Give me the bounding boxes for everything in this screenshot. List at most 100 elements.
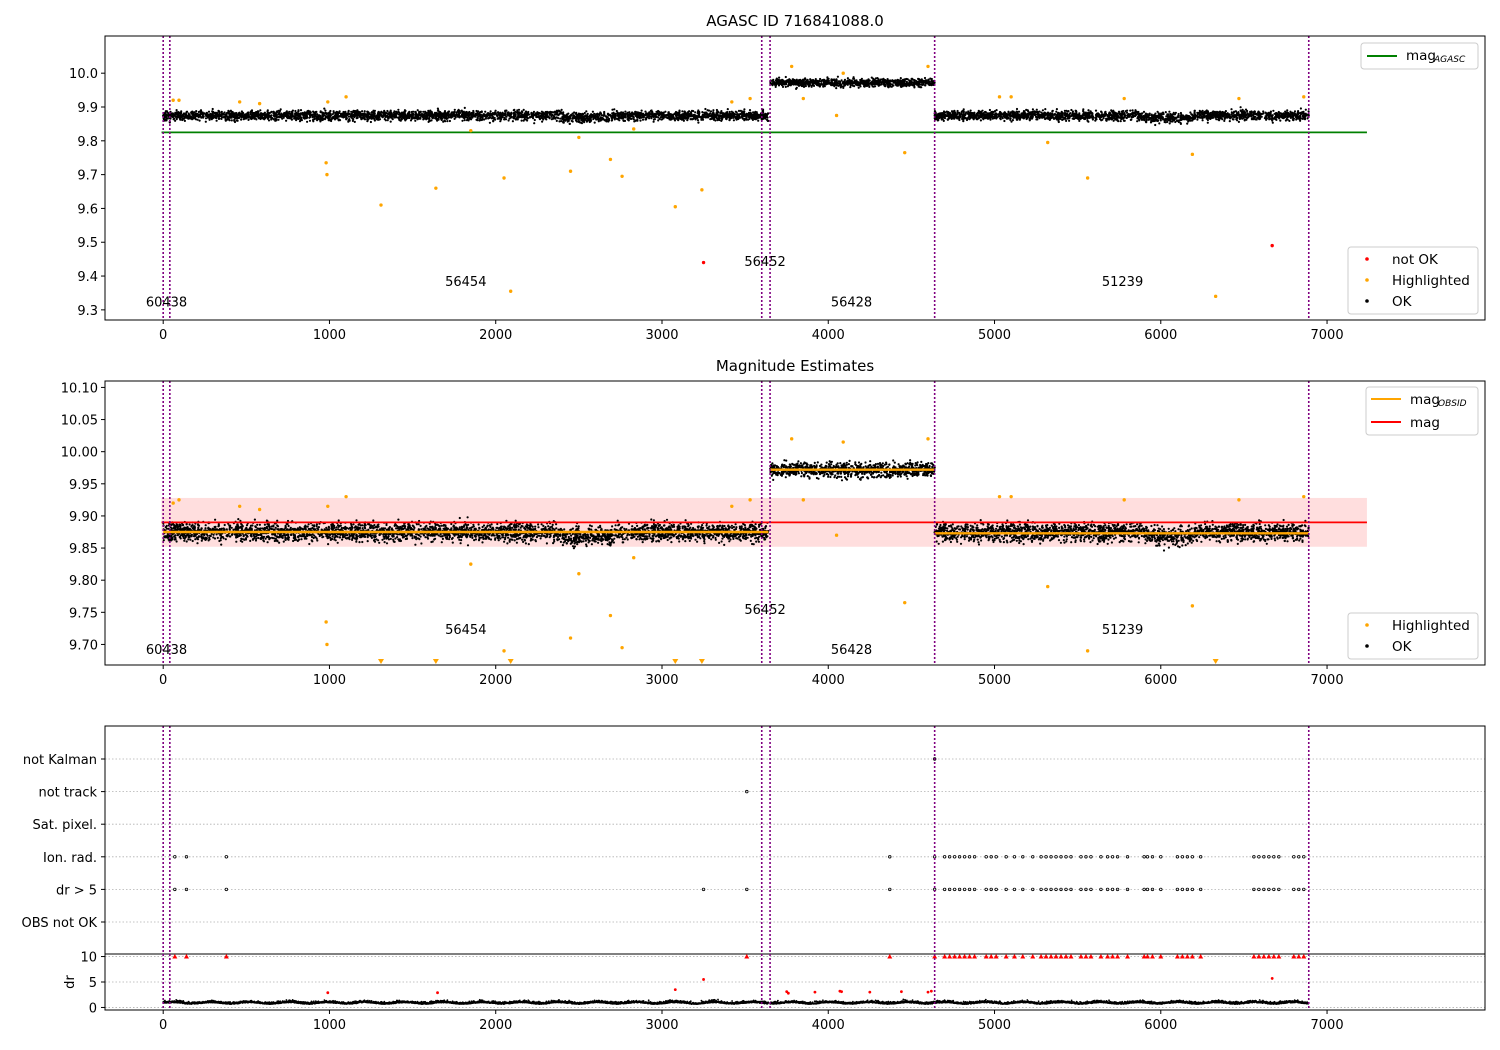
ok-point — [266, 115, 269, 118]
ok-point — [790, 80, 793, 83]
ok-point — [356, 116, 359, 119]
ok-point — [367, 111, 370, 114]
ok-point — [899, 77, 902, 80]
ok-point — [508, 117, 511, 120]
ok-point — [303, 116, 306, 119]
ok-point — [558, 109, 561, 112]
ok-point — [681, 110, 684, 113]
ok-point — [632, 118, 636, 121]
ok-point — [1239, 106, 1242, 109]
ok-point — [922, 79, 926, 83]
ok-point — [353, 120, 356, 123]
ok-point — [188, 115, 191, 119]
ok-point — [479, 116, 482, 119]
ok-point — [179, 116, 182, 120]
ok-point — [478, 112, 481, 116]
ok-point — [660, 113, 664, 116]
ok-point — [930, 82, 933, 85]
ok-point — [761, 117, 764, 120]
ok-point — [355, 111, 358, 114]
ok-point — [1131, 109, 1134, 112]
ok-point — [470, 114, 473, 117]
ok-point — [580, 122, 584, 125]
ok-point — [526, 112, 530, 115]
ok-point — [636, 113, 640, 116]
ok-point — [262, 113, 265, 116]
ok-point — [624, 116, 627, 119]
ok-point — [589, 118, 592, 121]
ok-point — [217, 117, 220, 120]
ok-point — [440, 118, 443, 122]
ok-point — [428, 116, 431, 119]
ok-point — [332, 110, 335, 113]
ok-point — [175, 118, 178, 121]
ok-point — [887, 79, 891, 83]
ok-point — [1130, 118, 1133, 121]
ok-point — [681, 114, 684, 117]
ok-point — [736, 117, 739, 120]
ok-point — [332, 115, 335, 118]
ok-point — [512, 109, 515, 112]
ok-point — [664, 110, 667, 113]
ok-point — [1142, 110, 1146, 113]
ok-point — [728, 110, 731, 114]
ok-point — [400, 118, 403, 121]
ok-point — [464, 116, 467, 119]
ok-point — [223, 115, 227, 118]
ok-point — [257, 114, 260, 117]
ok-point — [459, 111, 462, 114]
ok-point — [703, 111, 706, 114]
ok-point — [548, 111, 551, 114]
ok-point — [542, 118, 545, 121]
ok-point — [617, 118, 620, 121]
panel-1-title: AGASC ID 716841088.0 — [706, 12, 884, 30]
ok-point — [330, 119, 333, 123]
ok-point — [204, 117, 208, 120]
ok-point — [201, 113, 204, 116]
ok-point — [196, 115, 199, 118]
ok-point — [904, 78, 907, 81]
ok-point — [710, 115, 713, 118]
ok-point — [611, 114, 614, 117]
ok-point — [422, 110, 425, 113]
ok-point — [641, 118, 645, 121]
ok-point — [915, 80, 918, 83]
ok-point — [439, 111, 442, 114]
ok-point — [324, 109, 327, 112]
ok-point — [282, 115, 285, 118]
ok-point — [577, 120, 580, 123]
ok-point — [353, 113, 356, 116]
ok-point — [492, 120, 495, 123]
ok-point — [630, 117, 633, 120]
ok-point — [655, 110, 658, 113]
ok-point — [608, 113, 611, 116]
ok-point — [906, 78, 909, 81]
ok-point — [669, 114, 672, 117]
ok-point — [208, 118, 211, 121]
ok-point — [655, 112, 659, 115]
ok-point — [870, 83, 873, 86]
ok-point — [555, 119, 558, 122]
ok-point — [838, 82, 841, 85]
ok-point — [290, 118, 293, 121]
ok-point — [550, 114, 553, 117]
ok-point — [537, 116, 541, 119]
ok-point — [273, 111, 276, 114]
ok-point — [192, 117, 195, 120]
ok-point — [833, 79, 836, 82]
ok-point — [217, 115, 220, 118]
ok-point — [720, 115, 723, 118]
ok-point — [412, 110, 415, 113]
ok-point — [797, 81, 800, 84]
ok-point — [478, 119, 481, 122]
ok-point — [747, 111, 751, 114]
ok-point — [883, 84, 886, 87]
ok-point — [541, 120, 544, 123]
ok-point — [575, 119, 578, 122]
ok-point — [402, 113, 406, 116]
ok-point — [503, 113, 506, 117]
ok-point — [220, 117, 223, 120]
ok-point — [864, 84, 868, 87]
ok-point — [391, 118, 394, 121]
ok-point — [799, 78, 802, 81]
